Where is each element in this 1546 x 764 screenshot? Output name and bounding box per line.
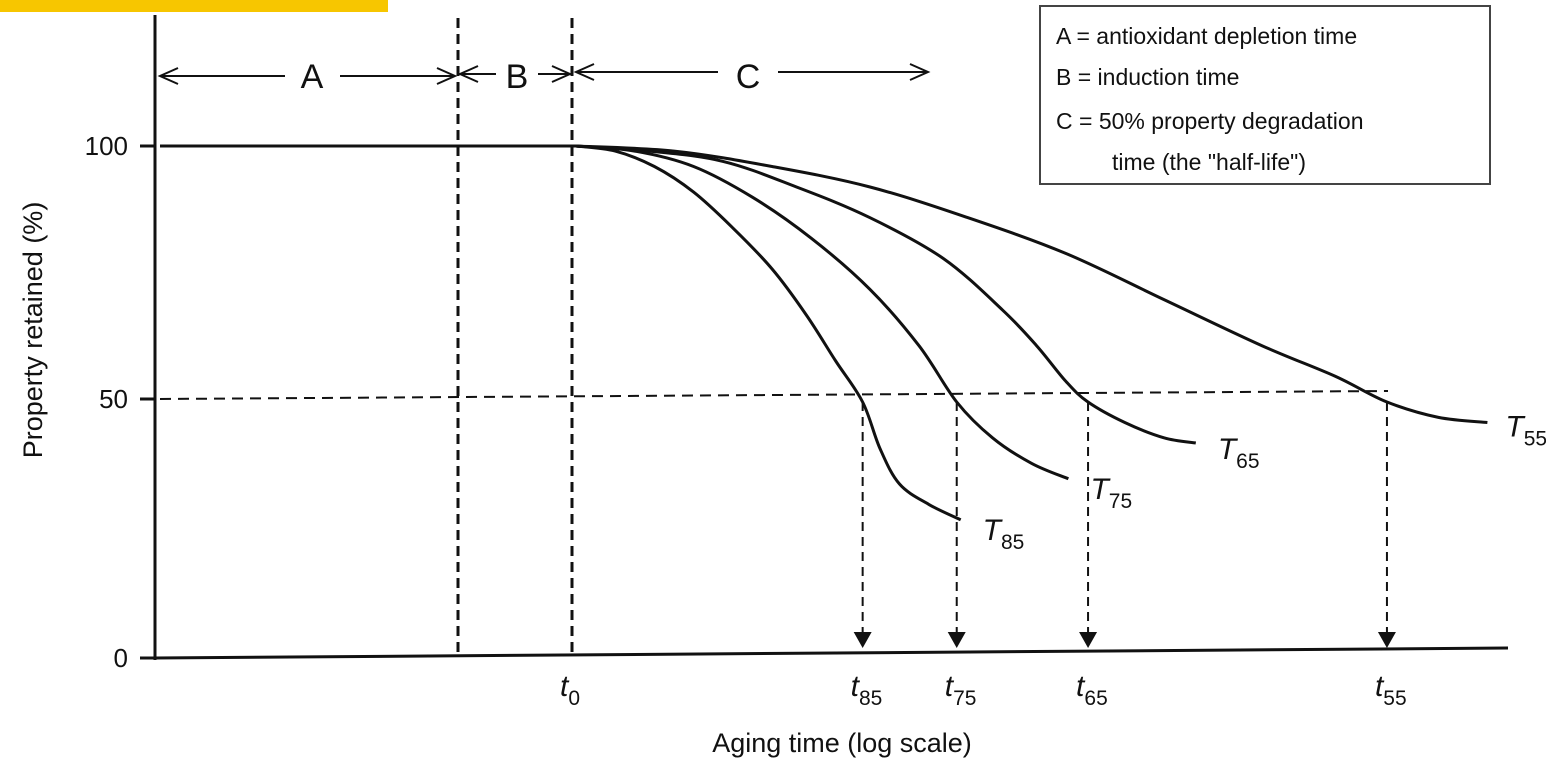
x-tick-sub-55: 55: [1383, 687, 1406, 710]
legend-line-c: C = 50% property degradation: [1056, 108, 1364, 134]
x-tick-base-55: t: [1375, 670, 1385, 703]
x-tick-base-85: t: [851, 670, 861, 703]
curve-label-base-T65: T: [1218, 433, 1239, 466]
curve-T65: [575, 144, 1197, 445]
highlight-strip: [0, 0, 388, 12]
x-tick-base-65: t: [1076, 670, 1086, 703]
interval-b-arrow: [457, 65, 573, 83]
curve-label-sub-T65: 65: [1236, 450, 1259, 473]
curve-label-T85: T85: [983, 514, 1025, 554]
interval-a-arrow: [157, 67, 458, 85]
interval-b-label: B: [506, 58, 529, 96]
legend-line-a: A = antioxidant depletion time: [1056, 23, 1357, 49]
x-tick-label-t0: t0: [560, 670, 580, 710]
curve-label-base-T85: T: [983, 514, 1004, 547]
interval-a-label: A: [301, 58, 324, 96]
half-life-arrowhead-T75: [947, 632, 966, 648]
half-life-arrowhead-T55: [1377, 632, 1396, 648]
curve-label-T75: T75: [1090, 473, 1132, 513]
x-tick-labels: t0 t85 t75 t65 t55: [560, 670, 1407, 710]
series-layer: [160, 144, 1488, 522]
curve-label-sub-T75: 75: [1109, 490, 1132, 513]
x-tick-base-0: t: [560, 670, 570, 703]
y-tick-label-100: 100: [85, 131, 128, 161]
curve-label-sub-T85: 85: [1001, 531, 1024, 554]
x-tick-label-t75: t75: [945, 670, 977, 710]
interval-c-arrow: [573, 63, 931, 81]
x-axis-title: Aging time (log scale): [712, 728, 972, 758]
x-tick-base-75: t: [945, 670, 955, 703]
curve-label-base-T55: T: [1505, 410, 1526, 443]
half-life-arrowhead-T65: [1079, 632, 1098, 648]
curve-label-T55: T55: [1505, 410, 1546, 450]
half-life-arrowhead-T85: [853, 632, 872, 648]
curve-label-base-T75: T: [1090, 473, 1111, 506]
x-tick-sub-75: 75: [953, 687, 976, 710]
half-life-reference-line: [159, 390, 1389, 400]
curve-T75: [575, 144, 1069, 481]
legend-box: [1039, 5, 1491, 185]
legend-line-c-cont: time (the "half-life"): [1112, 149, 1306, 175]
x-tick-label-t85: t85: [851, 670, 883, 710]
x-tick-sub-0: 0: [568, 687, 580, 710]
y-axis-title: Property retained (%): [18, 202, 48, 459]
curve-T85: [575, 144, 962, 522]
y-tick-label-0: 0: [114, 643, 128, 673]
interval-c-label: C: [736, 58, 761, 96]
curve-label-T65: T65: [1218, 433, 1260, 473]
x-tick-sub-85: 85: [859, 687, 882, 710]
x-tick-label-t65: t65: [1076, 670, 1108, 710]
x-tick-label-t55: t55: [1375, 670, 1407, 710]
legend-line-b: B = induction time: [1056, 64, 1239, 90]
x-tick-sub-65: 65: [1084, 687, 1107, 710]
x-axis: [154, 646, 1509, 660]
curve-label-sub-T55: 55: [1524, 427, 1546, 450]
half-life-drop-layer: [853, 402, 1396, 648]
y-tick-label-50: 50: [99, 384, 128, 414]
curve-T55: [575, 144, 1488, 424]
